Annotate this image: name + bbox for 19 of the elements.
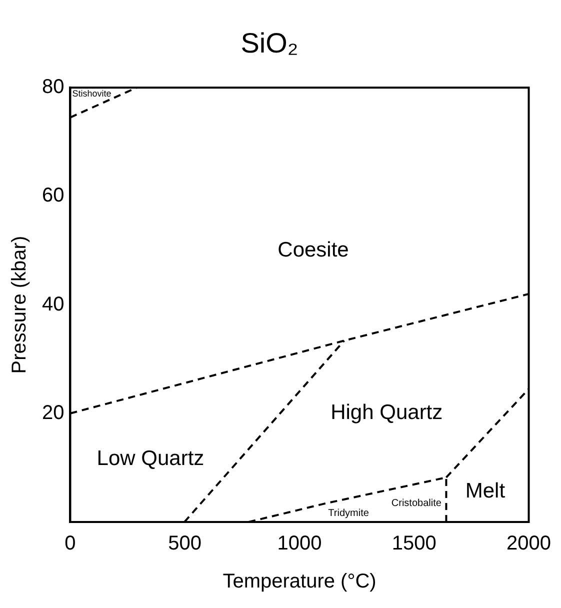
chart-title: SiO₂	[240, 28, 298, 59]
y-tick-label: 80	[42, 76, 64, 98]
x-tick-label: 1500	[392, 532, 436, 555]
y-tick-label: 40	[42, 293, 64, 316]
annotation: Melt	[465, 479, 506, 502]
y-tick-label: 20	[42, 402, 64, 424]
annotation: Cristobalite	[391, 498, 442, 510]
annotation: High Quartz	[330, 401, 443, 424]
annotation: Tridymite	[328, 508, 370, 520]
y-tick-label: 60	[42, 184, 64, 207]
x-tick-label: 1000	[277, 532, 322, 555]
annotation: Stishovite	[72, 88, 112, 99]
x-tick-label: 2000	[506, 532, 552, 555]
x-axis-title: Temperature (°C)	[222, 570, 376, 593]
annotation: Coesite	[278, 238, 349, 262]
annotation: Low Quartz	[96, 446, 204, 470]
y-axis-title: Pressure (kbar)	[8, 236, 31, 374]
x-tick-label: 500	[168, 532, 202, 555]
x-tick-label: 0	[64, 532, 76, 555]
